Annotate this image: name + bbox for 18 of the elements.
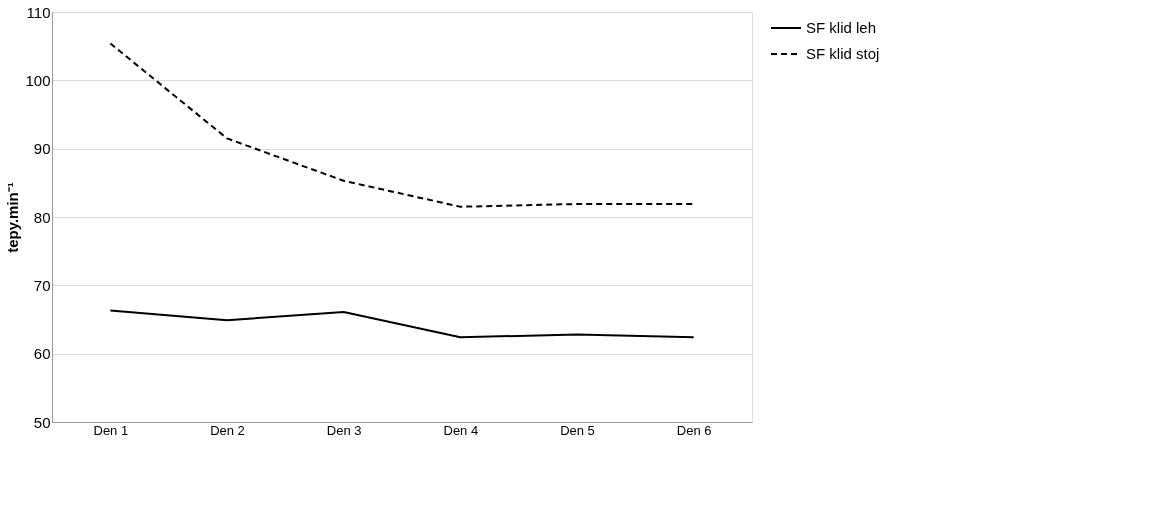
line-series xyxy=(109,42,695,208)
y-axis-title: tepy.min⁻¹ xyxy=(4,182,22,253)
y-tick-label: 110 xyxy=(26,3,51,21)
y-tick-label: 70 xyxy=(33,276,51,294)
x-tick-label: Den 1 xyxy=(93,422,129,438)
x-tick-label: Den 5 xyxy=(560,422,595,438)
x-tick-label: Den 2 xyxy=(210,422,245,438)
x-tick-label: Den 4 xyxy=(443,422,479,438)
line-series xyxy=(109,309,695,339)
legend-label: SF klid stoj xyxy=(806,45,880,62)
y-tick-label: 100 xyxy=(25,71,51,89)
y-tick-label: 90 xyxy=(33,140,51,158)
y-tick-label: 80 xyxy=(33,208,51,226)
x-tick-label: Den 6 xyxy=(676,422,712,438)
x-tick-label: Den 3 xyxy=(326,422,362,438)
legend-label: SF klid leh xyxy=(806,19,877,36)
y-tick-label: 60 xyxy=(33,345,51,363)
y-tick-label: 50 xyxy=(33,413,51,431)
